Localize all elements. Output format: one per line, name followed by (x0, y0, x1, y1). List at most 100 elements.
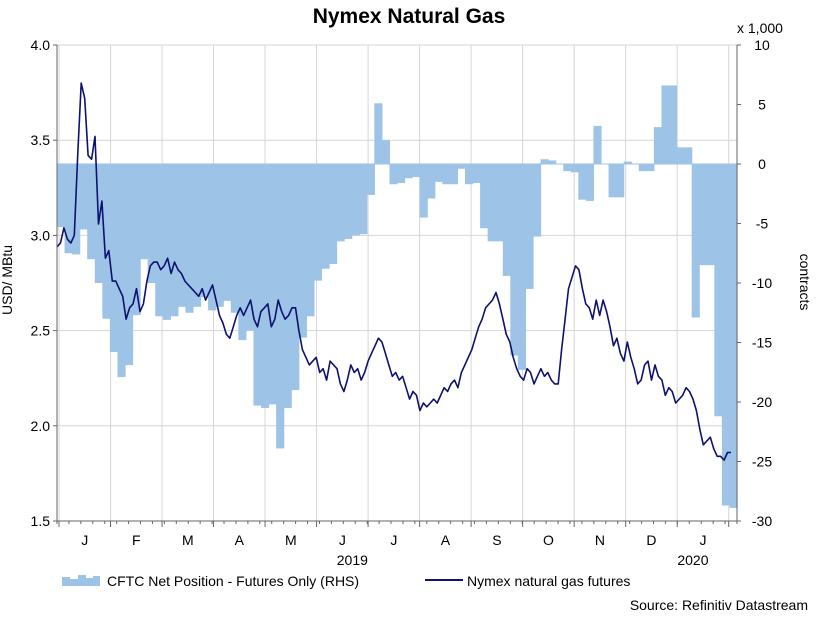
right-tick-label: -5 (756, 216, 769, 232)
cftc-bar (578, 164, 587, 200)
cftc-bar (329, 164, 338, 264)
cftc-bar (404, 164, 413, 179)
cftc-bar (480, 164, 489, 229)
cftc-bar (616, 164, 625, 198)
cftc-bar (125, 164, 134, 366)
cftc-bar (412, 164, 421, 178)
x-axis-ticks: J F M A M J J A S O N D J 2019 2020 (56, 521, 738, 568)
left-tick-label: 2.5 (31, 323, 51, 339)
cftc-bar (563, 164, 572, 172)
cftc-bar (721, 164, 731, 506)
x-month-label: S (492, 532, 501, 548)
cftc-bar (714, 164, 723, 417)
cftc-bar (223, 164, 232, 301)
x-month-label: D (646, 532, 656, 548)
source-note: Source: Refinitiv Datastream (629, 597, 808, 613)
cftc-bar (510, 164, 519, 356)
cftc-bar (57, 164, 66, 228)
cftc-bar (230, 164, 239, 313)
cftc-bar (374, 103, 383, 164)
cftc-bar (449, 164, 459, 185)
cftc-bar (691, 164, 700, 318)
cftc-bar (238, 164, 247, 341)
x-month-label: J (390, 532, 397, 548)
cftc-bar (389, 164, 398, 185)
right-tick-label: -20 (752, 394, 772, 410)
cftc-bar (313, 164, 323, 281)
x-year-label: 2020 (677, 552, 708, 568)
x-month-label: O (543, 532, 554, 548)
cftc-bar (87, 164, 96, 260)
cftc-bar (321, 164, 330, 269)
legend-label-cftc: CFTC Net Position - Futures Only (RHS) (107, 573, 359, 589)
cftc-bar (155, 164, 164, 317)
cftc-bar (102, 164, 111, 319)
cftc-bar (495, 164, 504, 242)
cftc-bar (472, 164, 481, 184)
x-month-label: A (235, 532, 245, 548)
cftc-bar (215, 164, 224, 307)
cftc-bar (170, 164, 179, 317)
cftc-bar (419, 164, 428, 218)
x-month-label: N (595, 532, 605, 548)
natural-gas-price-path (56, 82, 731, 461)
left-tick-label: 1.5 (31, 513, 51, 529)
cftc-bar (200, 164, 209, 298)
cftc-bar (427, 164, 436, 199)
cftc-bar (585, 164, 595, 201)
x-month-label: M (182, 532, 194, 548)
cftc-bar (193, 164, 202, 307)
cftc-bar (140, 164, 149, 260)
cftc-bar (457, 164, 466, 169)
cftc-bar (699, 164, 708, 266)
cftc-bar (608, 164, 617, 198)
chart-title: Nymex Natural Gas (312, 5, 506, 28)
cftc-bar (344, 164, 353, 239)
cftc-bar (729, 164, 738, 508)
right-axis-label: contracts (797, 254, 813, 311)
x-month-label: J (81, 532, 88, 548)
cftc-bar (132, 164, 141, 316)
x-month-label: M (285, 532, 297, 548)
right-tick-label: 10 (754, 37, 770, 53)
legend-swatch-cftc (62, 575, 100, 586)
cftc-bar (465, 164, 474, 185)
cftc-bar (381, 140, 391, 164)
cftc-bar (253, 164, 262, 406)
cftc-bar (646, 164, 655, 172)
cftc-bar (64, 164, 73, 254)
cftc-bar (533, 164, 542, 237)
x-month-label: J (339, 532, 346, 548)
legend: CFTC Net Position - Futures Only (RHS) N… (62, 573, 630, 589)
cftc-bar (593, 125, 602, 164)
left-axis-label: USD/ MBtu (0, 245, 15, 315)
cftc-bar (298, 164, 307, 338)
cftc-bar (653, 127, 663, 164)
cftc-bar (306, 164, 315, 317)
cftc-bar (397, 164, 406, 184)
cftc-bar (502, 164, 511, 276)
cftc-bar (268, 164, 277, 405)
left-tick-label: 3.5 (31, 132, 51, 148)
cftc-bar (706, 164, 715, 266)
cftc-bar (245, 164, 255, 331)
cftc-bar (540, 159, 549, 164)
cftc-bar (351, 164, 360, 236)
cftc-bar (177, 164, 187, 307)
left-tick-label: 3.0 (31, 227, 51, 243)
cftc-bar (525, 164, 534, 289)
cftc-bar (442, 164, 451, 185)
x-month-label: F (132, 532, 141, 548)
natural-gas-futures-line (56, 82, 731, 461)
right-tick-label: -30 (752, 513, 772, 529)
cftc-bar (117, 164, 126, 378)
cftc-bar (434, 164, 443, 182)
cftc-bar (109, 164, 119, 353)
cftc-bar (570, 164, 579, 173)
cftc-bar (336, 164, 345, 242)
left-axis-ticks: 4.0 3.5 3.0 2.5 2.0 1.5 (31, 37, 57, 529)
cftc-bar (283, 164, 292, 408)
x-month-label: J (699, 532, 706, 548)
cftc-bar (261, 164, 270, 408)
